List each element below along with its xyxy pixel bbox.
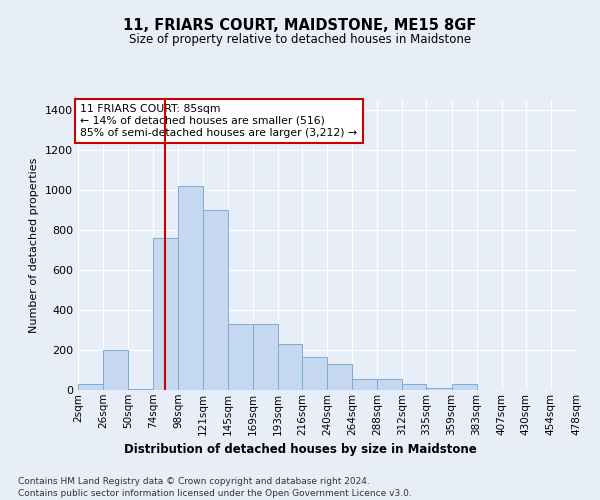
Bar: [327, 364, 352, 390]
Bar: [154, 238, 178, 390]
Bar: [427, 388, 452, 390]
Text: Distribution of detached houses by size in Maidstone: Distribution of detached houses by size …: [124, 442, 476, 456]
Bar: [178, 186, 203, 390]
Bar: [253, 324, 278, 390]
Y-axis label: Number of detached properties: Number of detached properties: [29, 158, 40, 332]
Bar: [103, 350, 128, 390]
Bar: [128, 389, 154, 390]
Bar: [203, 210, 227, 390]
Bar: [403, 384, 427, 390]
Text: 11, FRIARS COURT, MAIDSTONE, ME15 8GF: 11, FRIARS COURT, MAIDSTONE, ME15 8GF: [124, 18, 476, 32]
Text: Size of property relative to detached houses in Maidstone: Size of property relative to detached ho…: [129, 32, 471, 46]
Bar: [452, 384, 476, 390]
Bar: [278, 344, 302, 390]
Bar: [227, 324, 253, 390]
Bar: [78, 384, 103, 390]
Bar: [352, 379, 377, 390]
Bar: [302, 357, 327, 390]
Text: Contains public sector information licensed under the Open Government Licence v3: Contains public sector information licen…: [18, 489, 412, 498]
Text: 11 FRIARS COURT: 85sqm
← 14% of detached houses are smaller (516)
85% of semi-de: 11 FRIARS COURT: 85sqm ← 14% of detached…: [80, 104, 358, 138]
Bar: [377, 379, 403, 390]
Text: Contains HM Land Registry data © Crown copyright and database right 2024.: Contains HM Land Registry data © Crown c…: [18, 478, 370, 486]
